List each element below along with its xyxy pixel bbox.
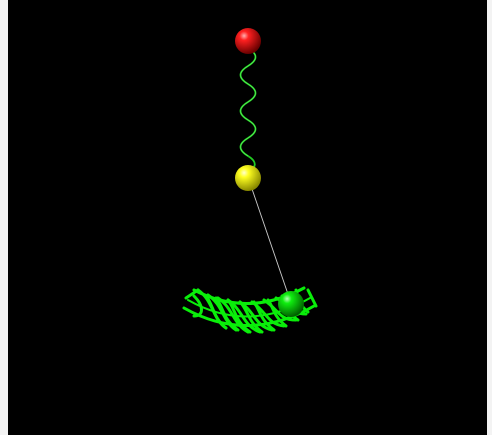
middle-ball[interactable] bbox=[235, 165, 261, 191]
pendulum-rod bbox=[250, 185, 291, 301]
spring-coil bbox=[239, 47, 257, 173]
spring-highlight bbox=[240, 47, 256, 157]
3d-viewport[interactable] bbox=[8, 0, 487, 435]
window-left-frame bbox=[0, 0, 8, 435]
window-right-frame bbox=[487, 0, 492, 435]
scene-canvas bbox=[182, 28, 318, 334]
pendulum-bob[interactable] bbox=[278, 291, 304, 317]
pivot-ball[interactable] bbox=[235, 28, 261, 54]
